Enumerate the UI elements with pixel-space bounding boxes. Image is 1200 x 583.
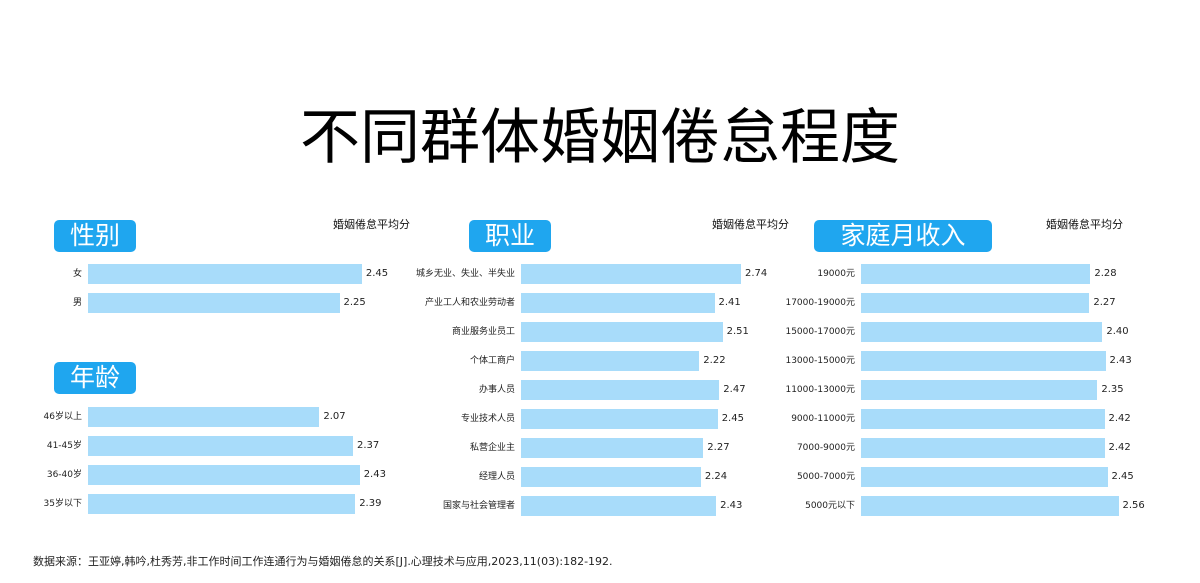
bar: [861, 322, 1103, 342]
bar: [521, 322, 723, 342]
bar: [88, 407, 320, 427]
category-label: 11000-13000元: [785, 385, 855, 395]
category-label: 经理人员: [478, 472, 515, 482]
unit-label-occupation: 婚姻倦怠平均分: [712, 218, 789, 231]
bar: [88, 264, 362, 284]
category-label: 男: [72, 298, 82, 308]
bar: [88, 494, 356, 514]
section-badge-income: 家庭月收入: [814, 220, 992, 252]
category-label: 专业技术人员: [460, 414, 515, 424]
category-label: 5000元以下: [805, 501, 855, 511]
unit-label-gender: 婚姻倦怠平均分: [333, 218, 410, 231]
bar: [861, 293, 1090, 313]
section-badge-age: 年龄: [54, 362, 136, 394]
value-label: 2.43: [1109, 355, 1132, 366]
value-label: 2.45: [365, 268, 389, 279]
value-label: 2.27: [1093, 297, 1116, 308]
value-label: 2.56: [1122, 500, 1145, 511]
value-label: 2.24: [704, 471, 728, 482]
category-label: 46岁以上: [43, 412, 82, 422]
value-label: 2.47: [723, 384, 746, 395]
source-citation: 数据来源：王亚婷,韩吟,杜秀芳,非工作时间工作连通行为与婚姻倦怠的关系[J].心…: [33, 555, 613, 568]
category-label: 城乡无业、失业、半失业: [415, 269, 515, 279]
bar: [521, 409, 718, 429]
bar: [521, 380, 720, 400]
value-label: 2.37: [357, 440, 380, 451]
value-label: 2.40: [1106, 326, 1129, 337]
bar: [861, 496, 1119, 516]
category-label: 9000-11000元: [791, 414, 855, 424]
category-label: 办事人员: [478, 385, 515, 395]
value-label: 2.27: [707, 442, 730, 453]
value-label: 2.42: [1108, 413, 1131, 424]
bar: [521, 438, 704, 458]
section-badge-occupation: 职业: [469, 220, 551, 252]
value-label: 2.22: [703, 355, 726, 366]
category-label: 7000-9000元: [796, 443, 855, 453]
category-label: 35岁以下: [43, 499, 82, 509]
bar: [861, 438, 1105, 458]
value-label: 2.51: [726, 326, 749, 337]
bar: [521, 293, 715, 313]
category-label: 国家与社会管理者: [442, 501, 515, 511]
bar: [88, 436, 353, 456]
value-label: 2.45: [1111, 471, 1134, 482]
value-label: 2.35: [1101, 384, 1124, 395]
bar: [521, 467, 701, 487]
category-label: 产业工人和农业劳动者: [424, 298, 515, 308]
category-label: 13000-15000元: [785, 356, 855, 366]
category-label: 女: [72, 269, 82, 279]
unit-label-income: 婚姻倦怠平均分: [1046, 218, 1123, 231]
bar: [88, 293, 340, 313]
value-label: 2.43: [720, 500, 743, 511]
category-label: 商业服务业员工: [451, 327, 515, 337]
value-label: 2.43: [363, 469, 386, 480]
category-label: 5000-7000元: [796, 472, 855, 482]
value-label: 2.25: [343, 297, 366, 308]
category-label: 41-45岁: [46, 441, 82, 451]
category-label: 私营企业主: [469, 443, 515, 453]
value-label: 2.39: [359, 498, 382, 509]
category-label: 15000-17000元: [785, 327, 855, 337]
category-label: 36-40岁: [46, 470, 82, 480]
section-badge-gender: 性别: [54, 220, 136, 252]
value-label: 2.42: [1108, 442, 1131, 453]
category-label: 个体工商户: [469, 356, 515, 366]
bar: [861, 467, 1108, 487]
value-label: 2.28: [1094, 268, 1117, 279]
bar: [861, 351, 1106, 371]
category-label: 17000-19000元: [785, 298, 855, 308]
value-label: 2.41: [718, 297, 741, 308]
bar: [521, 351, 700, 371]
bar: [521, 496, 717, 516]
bar: [861, 380, 1098, 400]
bar: [861, 409, 1105, 429]
bar: [521, 264, 741, 284]
page-title: 不同群体婚姻倦怠程度: [300, 103, 900, 173]
value-label: 2.07: [323, 411, 346, 422]
value-label: 2.45: [721, 413, 744, 424]
value-label: 2.74: [745, 268, 768, 279]
category-label: 19000元: [817, 269, 855, 279]
bar: [88, 465, 360, 485]
bar: [861, 264, 1091, 284]
